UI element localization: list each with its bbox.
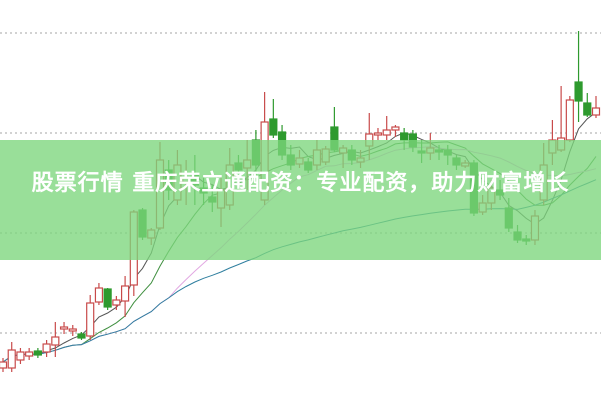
candle-down: [77, 333, 86, 339]
candle-up: [382, 129, 391, 136]
candle-up: [42, 343, 51, 353]
candle-down: [269, 118, 278, 136]
candle-up: [16, 351, 25, 361]
article-title: 股票行情 重庆荣立通配资：专业配资，助力财富增长: [31, 171, 570, 196]
candle-up: [565, 99, 574, 141]
candle-up: [112, 299, 121, 306]
candle-down: [33, 350, 42, 356]
candle-up: [51, 336, 60, 346]
candle-up: [373, 132, 383, 136]
candle-up: [25, 351, 34, 357]
candle-up: [7, 349, 16, 369]
title-banner: [0, 140, 601, 260]
candle-up: [94, 287, 104, 303]
candle-up: [0, 361, 8, 369]
candle-down: [103, 288, 112, 308]
candle-up: [120, 285, 130, 302]
candle-up: [591, 107, 601, 116]
candle-up: [391, 126, 400, 131]
candle-down: [583, 102, 592, 116]
candle-down: [574, 81, 583, 102]
candle-up: [86, 302, 95, 337]
candle-down: [400, 132, 409, 141]
candle-up: [59, 326, 69, 330]
candle-up: [68, 328, 77, 332]
